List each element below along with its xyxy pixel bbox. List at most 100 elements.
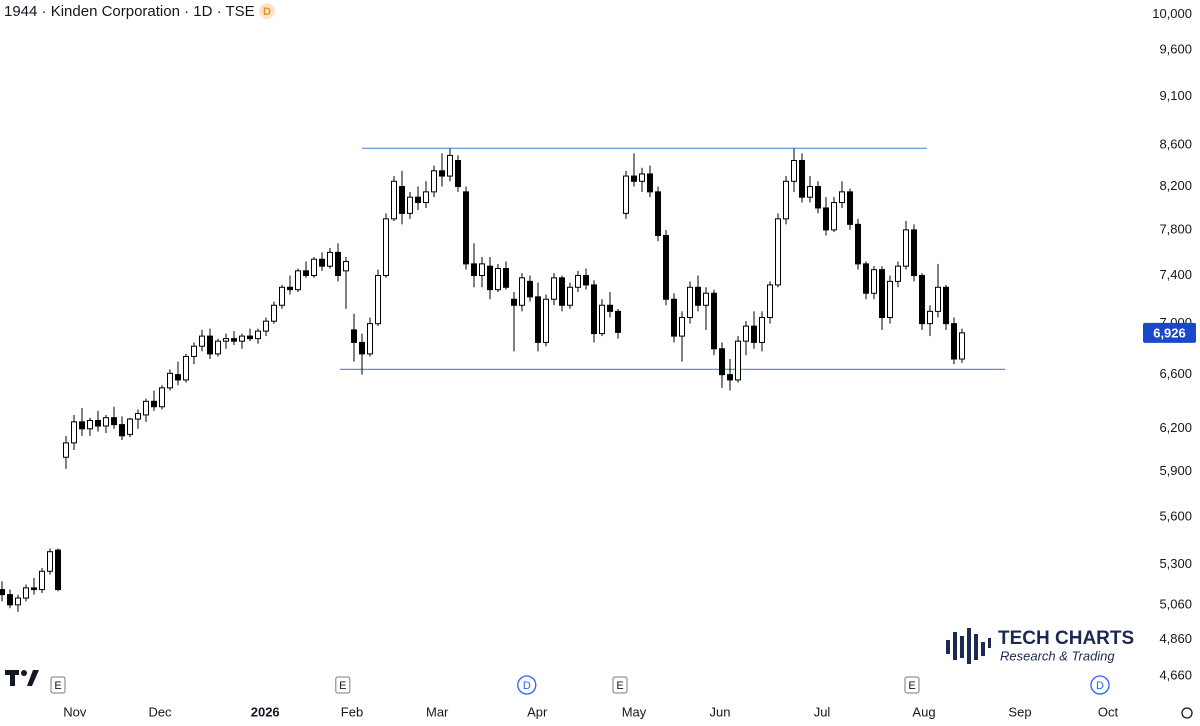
candle-body	[815, 186, 821, 209]
candle-body	[607, 304, 613, 312]
candles	[0, 148, 965, 612]
candle-body	[863, 263, 869, 294]
candle-body	[23, 587, 29, 599]
x-tick-label: Feb	[341, 704, 363, 719]
candle-body	[535, 296, 541, 343]
candle-body	[751, 325, 757, 343]
y-tick-label: 8,600	[1159, 137, 1192, 152]
candle-body	[103, 417, 109, 427]
candle-body	[7, 594, 13, 606]
candle-body	[703, 292, 709, 306]
candle-body	[479, 263, 485, 276]
candle-body	[215, 340, 221, 355]
candle-body	[311, 258, 317, 276]
candle-body	[647, 173, 653, 193]
candle-body	[127, 418, 133, 435]
candle-body	[511, 298, 517, 306]
candle-body	[655, 191, 661, 236]
candle-body	[711, 292, 717, 350]
candle-body	[239, 335, 245, 342]
candle-body	[63, 442, 69, 458]
candle-body	[759, 316, 765, 343]
candle-body	[391, 180, 397, 220]
y-tick-label: 7,800	[1159, 221, 1192, 236]
candle-body	[447, 154, 453, 177]
y-tick-label: 5,900	[1159, 463, 1192, 478]
candle-body	[55, 549, 61, 591]
candle-body	[887, 280, 893, 318]
candle-body	[775, 218, 781, 286]
candle-body	[551, 277, 557, 300]
last-price-box	[1143, 322, 1196, 343]
candle-body	[207, 335, 213, 355]
candle-body	[175, 374, 181, 381]
candle-body	[15, 597, 21, 606]
event-marker	[1090, 675, 1110, 695]
y-tick-label: 8,200	[1159, 178, 1192, 193]
candle-body	[351, 329, 357, 343]
candle-body	[415, 196, 421, 204]
candle-body	[39, 570, 45, 591]
y-tick-label: 7,400	[1159, 267, 1192, 282]
candle-body	[495, 268, 501, 291]
x-tick-label: Apr	[527, 704, 548, 719]
candle-body	[31, 587, 37, 591]
candle-body	[591, 284, 597, 335]
candle-body	[119, 424, 125, 437]
candle-body	[359, 341, 365, 355]
x-tick-label: Jul	[814, 704, 831, 719]
candle-body	[303, 270, 309, 276]
candle-body	[735, 340, 741, 381]
candle-body	[767, 284, 773, 318]
candle-body	[47, 551, 53, 572]
event-marker	[517, 675, 537, 695]
candle-body	[487, 265, 493, 291]
candle-body	[295, 270, 301, 291]
badge-circle	[259, 3, 275, 19]
y-tick-label: 9,100	[1159, 88, 1192, 103]
candle-body	[111, 417, 117, 426]
candle-body	[639, 173, 645, 182]
candle-body	[695, 286, 701, 306]
candle-body	[743, 325, 749, 342]
settings-icon[interactable]	[1181, 707, 1193, 719]
x-tick-label: Oct	[1098, 704, 1119, 719]
event-marker	[335, 676, 351, 694]
candle-body	[879, 269, 885, 318]
candle-body	[223, 338, 229, 342]
candle-body	[263, 320, 269, 332]
candle-body	[471, 263, 477, 276]
candle-body	[799, 160, 805, 198]
candle-body	[919, 274, 925, 325]
candle-body	[199, 335, 205, 347]
candle-body	[87, 419, 93, 430]
candle-body	[871, 269, 877, 294]
candle-body	[727, 374, 733, 381]
event-label: E	[54, 680, 61, 692]
y-tick-label: 5,600	[1159, 508, 1192, 523]
event-marker	[612, 676, 628, 694]
candle-body	[831, 202, 837, 231]
candle-body	[367, 323, 373, 355]
last-price-label: 6,926	[1153, 325, 1186, 340]
x-tick-label: May	[622, 704, 647, 719]
candle-body	[231, 338, 237, 342]
candle-body	[271, 304, 277, 322]
candle-body	[167, 372, 173, 389]
candle-body	[855, 223, 861, 265]
candle-body	[839, 191, 845, 204]
event-label: E	[616, 680, 623, 692]
x-tick-label: Aug	[912, 704, 935, 719]
candle-body	[71, 421, 77, 444]
candle-body	[527, 280, 533, 298]
candle-body	[151, 400, 157, 408]
y-tick-label: 4,860	[1159, 631, 1192, 646]
y-tick-label: 5,060	[1159, 596, 1192, 611]
candle-body	[159, 387, 165, 408]
x-tick-label: 2026	[251, 704, 280, 719]
y-tick-label: 9,600	[1159, 41, 1192, 56]
badge: D	[263, 6, 271, 18]
candle-body	[95, 419, 101, 427]
candle-body	[399, 186, 405, 214]
